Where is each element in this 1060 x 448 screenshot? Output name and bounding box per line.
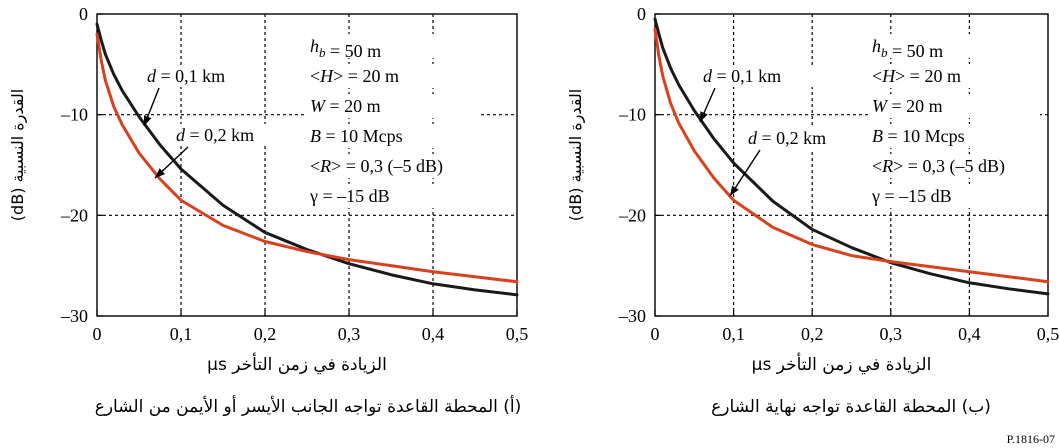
y-tick-label: 0 [79, 4, 88, 24]
x-tick-label: 0 [93, 324, 102, 344]
series-label-bg [699, 65, 815, 87]
arrow-head [730, 185, 739, 196]
x-tick-label: 0,1 [722, 324, 745, 344]
y-axis-label: القدرة النسبية (dB) [8, 89, 28, 221]
x-axis-label: الزيادة في زمن التأخر µs [752, 352, 932, 375]
series-label: d = 0,2 km [176, 125, 254, 145]
series-line-d-0-1km [95, 22, 519, 297]
y-tick-label: –20 [618, 205, 646, 225]
chart-panel-a: 0 0,1 0,2 0,3 0,4 0,5 0 –10 –20 –30 الزيادة في زمن… [8, 4, 528, 417]
arrow-head [700, 111, 708, 122]
param-line: hb = 50 m [310, 36, 381, 61]
series-line-d-0-1km [653, 17, 1050, 296]
y-tick-label: –10 [60, 105, 88, 125]
x-tick-label: 0,2 [801, 324, 824, 344]
x-tick-label: 0,5 [506, 324, 529, 344]
param-bg [868, 94, 1040, 118]
series-label-bg [172, 124, 288, 146]
param-bg [306, 34, 478, 58]
series-label: d = 0,1 km [703, 66, 781, 86]
figure-caption: (ب) المحطة القاعدة تواجه نهاية الشارع [711, 397, 991, 417]
arrow-head [143, 115, 152, 126]
param-bg [868, 34, 1040, 58]
param-bg [868, 184, 1040, 208]
x-axis-label: الزيادة في زمن التأخر µs [207, 352, 387, 375]
figure-caption: (أ) المحطة القاعدة تواجه الجانب الأيسر أ… [95, 395, 522, 417]
param-line: γ = –15 dB [309, 186, 390, 206]
x-tick-label: 0,4 [958, 324, 981, 344]
x-tick-label: 0,4 [422, 324, 445, 344]
param-line: <H> = 20 m [310, 66, 399, 86]
chart-panel-b: 0 0,1 0,2 0,3 0,4 0,5 0 –10 –20 –30 الزيادة في زمن… [566, 4, 1059, 417]
y-axis-label: القدرة النسبية (dB) [566, 89, 586, 221]
y-tick-label: –10 [618, 105, 646, 125]
series-line-d-0-2km [653, 27, 1050, 284]
y-tick-label: –30 [618, 306, 646, 326]
arrow-head [155, 168, 166, 178]
plot-frame [96, 13, 518, 317]
param-line: W = 20 m [310, 96, 381, 116]
param-line: W = 20 m [872, 96, 943, 116]
param-line: γ = –15 dB [871, 186, 952, 206]
series-line-d-0-2km [95, 32, 519, 284]
plot-frame [654, 13, 1049, 317]
x-tick-label: 0,1 [170, 324, 193, 344]
param-bg [306, 94, 478, 118]
param-line: <H> = 20 m [872, 66, 961, 86]
y-tick-label: –30 [60, 306, 88, 326]
x-tick-label: 0,5 [1037, 324, 1060, 344]
x-tick-label: 0,2 [254, 324, 277, 344]
y-tick-label: 0 [637, 4, 646, 24]
param-line: B = 10 Mcps [872, 126, 965, 146]
param-bg [306, 154, 478, 178]
x-tick-label: 0 [651, 324, 660, 344]
x-tick-label: 0,3 [338, 324, 361, 344]
param-line: B = 10 Mcps [310, 126, 403, 146]
param-line: <R> = 0,3 (–5 dB) [872, 156, 1005, 177]
figure-id: P.1816-07 [1007, 432, 1055, 446]
param-bg [306, 184, 478, 208]
param-bg [306, 64, 478, 88]
y-tick-label: –20 [60, 205, 88, 225]
param-bg [306, 124, 478, 148]
x-tick-label: 0,3 [880, 324, 903, 344]
series-label-bg [143, 65, 259, 87]
param-line: hb = 50 m [872, 36, 943, 61]
series-label-bg [744, 127, 860, 149]
param-bg [868, 124, 1040, 148]
param-bg [868, 64, 1040, 88]
series-label: d = 0,2 km [748, 128, 826, 148]
param-line: <R> = 0,3 (–5 dB) [310, 156, 443, 177]
series-label: d = 0,1 km [147, 66, 225, 86]
param-bg [868, 154, 1040, 178]
